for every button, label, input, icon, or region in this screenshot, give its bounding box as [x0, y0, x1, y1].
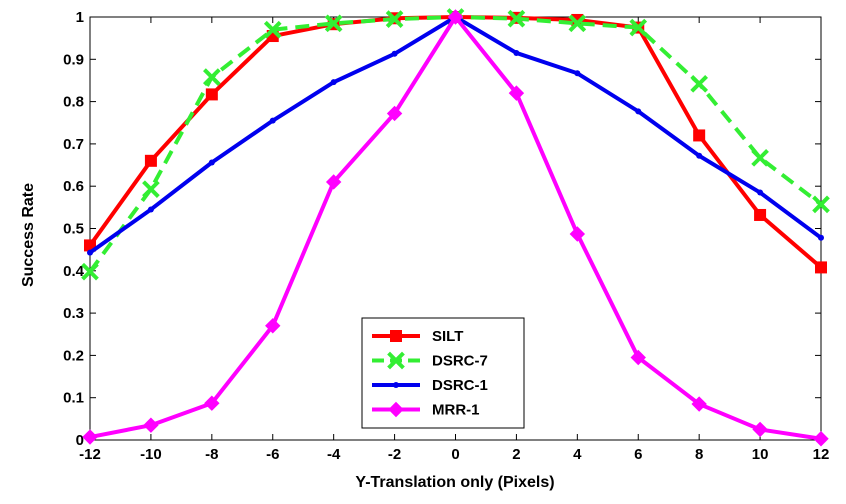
data-point: [269, 117, 276, 124]
data-point: [568, 14, 587, 33]
y-tick-label: 0.8: [63, 94, 84, 111]
x-axis-label: Y-Translation only (Pixels): [355, 474, 554, 491]
data-point: [754, 208, 767, 221]
series-layer: [81, 8, 830, 447]
data-point: [205, 88, 218, 101]
data-point: [630, 349, 646, 366]
data-point: [635, 108, 642, 115]
data-point: [690, 75, 708, 93]
data-point: [263, 20, 282, 39]
data-point: [265, 318, 281, 334]
data-point: [143, 417, 159, 433]
x-tick-label: 6: [634, 446, 642, 463]
data-point: [815, 261, 827, 274]
data-point: [144, 154, 157, 167]
data-point: [757, 189, 764, 196]
series-mrr-1: [82, 9, 829, 447]
data-point: [569, 226, 586, 242]
legend-label: MRR-1: [432, 402, 480, 419]
y-tick-label: 0.9: [63, 51, 84, 68]
data-point: [574, 70, 581, 77]
legend-label: DSRC-1: [432, 377, 488, 394]
legend-item: DSRC-1: [372, 377, 488, 394]
x-tick-label: -2: [388, 446, 401, 463]
x-tick-label: 8: [695, 446, 703, 463]
data-point: [752, 421, 768, 438]
legend: SILT DSRC-7 DSRC-1 MRR-1: [361, 317, 525, 429]
x-tick-label: -4: [327, 446, 341, 463]
data-point: [330, 79, 337, 86]
legend-item: SILT: [372, 328, 463, 345]
x-tick-label: 2: [512, 446, 520, 463]
x-tick-label: 10: [752, 446, 769, 463]
data-point: [391, 50, 398, 57]
y-tick-label: 0: [76, 432, 84, 449]
legend-marker: [387, 351, 405, 370]
legend-marker: [390, 330, 402, 342]
legend-item: DSRC-7: [372, 351, 488, 370]
data-point: [81, 262, 99, 281]
data-point: [385, 10, 404, 28]
y-tick-label: 0.2: [63, 347, 84, 364]
data-point: [691, 396, 707, 412]
legend-marker: [388, 401, 404, 418]
data-point: [208, 159, 215, 166]
data-point: [507, 9, 526, 28]
data-point: [813, 431, 829, 447]
y-tick-label: 1: [76, 9, 84, 26]
y-tick-label: 0.3: [63, 305, 84, 322]
x-tick-label: 12: [813, 446, 830, 463]
x-tick-label: -10: [140, 446, 162, 463]
data-point: [82, 429, 98, 445]
legend-label: DSRC-7: [432, 353, 488, 370]
data-point: [818, 234, 824, 241]
y-tick-label: 0.6: [63, 178, 84, 195]
x-tick-label: 0: [451, 446, 459, 463]
y-tick-label: 0.7: [63, 136, 84, 153]
legend-marker: [393, 382, 399, 388]
data-point: [386, 105, 403, 122]
y-tick-label: 0.1: [63, 390, 84, 407]
data-point: [693, 129, 706, 142]
data-point: [204, 395, 220, 411]
data-point: [87, 249, 93, 256]
data-point: [629, 18, 648, 37]
y-tick-label: 0.4: [63, 263, 85, 280]
data-point: [508, 85, 525, 101]
x-tick-label: -8: [205, 446, 218, 463]
data-point: [324, 14, 343, 33]
data-point: [325, 174, 342, 190]
data-point: [696, 152, 703, 159]
legend-item: MRR-1: [372, 402, 480, 419]
data-point: [203, 68, 221, 86]
x-tick-label: -12: [79, 446, 101, 463]
data-point: [812, 195, 830, 214]
x-tick-label: -6: [266, 446, 279, 463]
data-point: [751, 149, 769, 167]
data-point: [147, 206, 154, 213]
axis-ticks: -12 -10 -8 -6 -4 -2 0 2 4 6 8 10 12 0 0.1 0.2 0.3 0.4 0.5 0…: [63, 9, 829, 463]
y-tick-label: 0.5: [63, 221, 84, 238]
x-tick-label: 4: [573, 446, 582, 463]
y-axis-label: Success Rate: [20, 183, 37, 287]
legend-label: SILT: [432, 328, 463, 345]
data-point: [142, 180, 160, 198]
data-point: [513, 49, 520, 56]
data-point: [447, 9, 464, 25]
